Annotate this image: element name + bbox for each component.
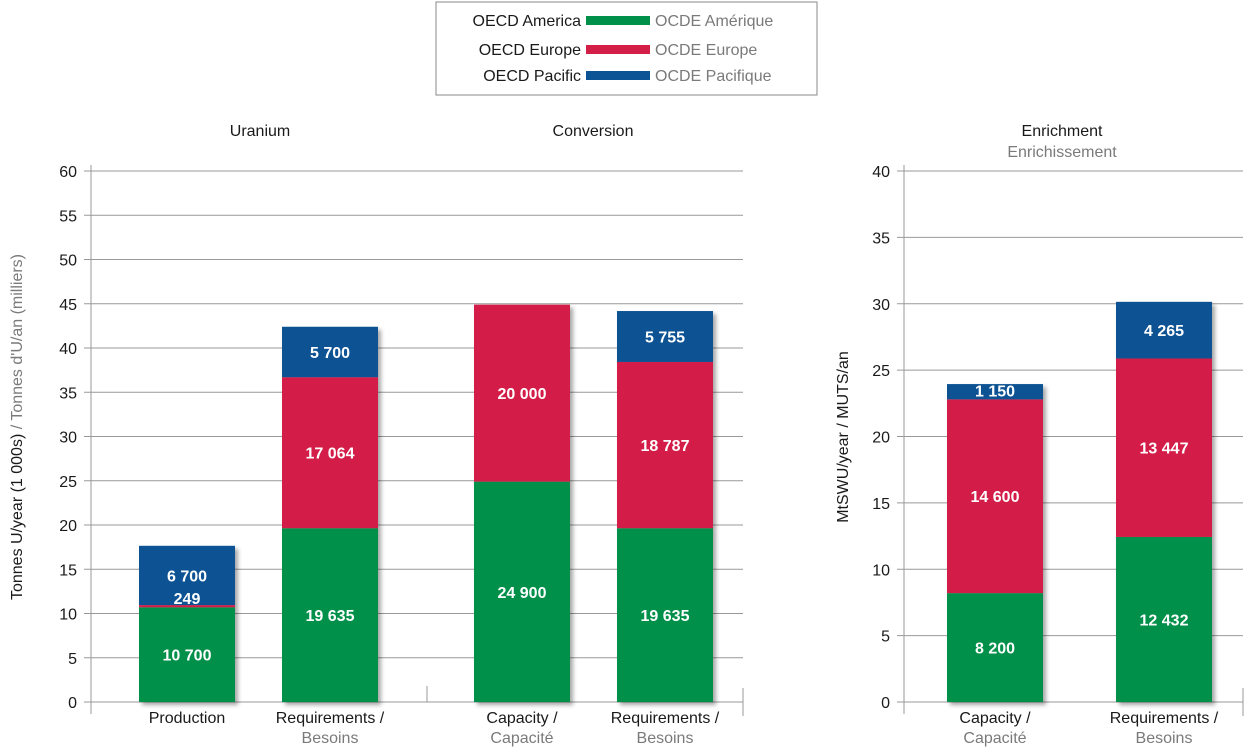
data-label: 10 700 <box>163 648 212 665</box>
group-title-uranium: Uranium <box>230 123 290 140</box>
legend-label-fr: OCDE Amérique <box>655 13 773 30</box>
bar-stack <box>1116 301 1212 702</box>
chart-title-enrichment: Enrichment <box>1022 123 1103 140</box>
x-tick-label: Requirements / <box>1110 710 1219 727</box>
y-tick-label: 35 <box>59 385 77 402</box>
y-tick-label: 15 <box>872 496 890 513</box>
x-tick-label-fr: Besoins <box>302 730 359 747</box>
bar-stack <box>617 311 713 702</box>
data-label: 5 700 <box>310 345 350 362</box>
data-label: 13 447 <box>1140 441 1189 458</box>
bar-segment-america <box>139 607 235 702</box>
y-tick-label: 0 <box>68 695 77 712</box>
y-tick-label: 40 <box>59 341 77 358</box>
bar-segment-america <box>1116 536 1212 702</box>
legend-swatch <box>586 71 650 80</box>
data-label: 5 755 <box>645 329 685 346</box>
bar-segment-pacific <box>617 311 713 362</box>
bar-segment-america <box>474 481 570 702</box>
bar-stack <box>139 545 235 702</box>
y-tick-label: 20 <box>872 430 890 447</box>
y-tick-label: 40 <box>872 164 890 181</box>
x-tick-label: Capacity / <box>959 710 1031 727</box>
legend-label-en: OECD America <box>473 13 582 30</box>
bar-segment-europe <box>139 605 235 608</box>
data-label: 12 432 <box>1140 612 1189 629</box>
bar-segment-pacific <box>282 326 378 378</box>
legend-label-en: OECD Pacific <box>483 68 581 85</box>
legend: OECD America OCDE Amérique OECD Europe O… <box>435 1 818 96</box>
data-label: 14 600 <box>971 489 1020 506</box>
bar-segment-europe <box>617 361 713 529</box>
bar-segment-pacific <box>947 384 1043 400</box>
x-tick-label-fr: Besoins <box>1136 730 1193 747</box>
x-tick-label-fr: Capacité <box>963 730 1026 747</box>
y-tick-label: 35 <box>872 230 890 247</box>
data-label: 4 265 <box>1144 323 1184 340</box>
x-tick-label: Production <box>149 710 226 727</box>
bar-stack <box>947 384 1043 702</box>
data-label: 19 635 <box>306 608 355 625</box>
y-tick-label: 50 <box>59 253 77 270</box>
bar-segment-america <box>282 528 378 702</box>
plot-enrichment: 0 5 10 15 20 25 30 35 40 8 200 14 600 1 150 Capacity… <box>872 164 1244 747</box>
x-tick-label: Requirements / <box>611 710 720 727</box>
y-tick-label: 30 <box>872 297 890 314</box>
y-tick-label: 5 <box>68 651 77 668</box>
data-label: 17 064 <box>306 446 355 463</box>
x-tick-label-fr: Capacité <box>490 730 553 747</box>
y-tick-label: 25 <box>872 363 890 380</box>
y-tick-label: 45 <box>59 297 77 314</box>
data-label: 249 <box>174 591 201 608</box>
legend-swatch <box>586 45 650 54</box>
legend-entry-pacific: OECD Pacific OCDE Pacifique <box>483 68 771 85</box>
y-axis-label-right: MtSWU/year / MUTS/an <box>835 351 852 523</box>
y-tick-label: 60 <box>59 164 77 181</box>
y-tick-label: 30 <box>59 430 77 447</box>
data-label: 1 150 <box>975 383 1015 400</box>
y-tick-label: 10 <box>59 607 77 624</box>
data-label: 19 635 <box>641 608 690 625</box>
y-tick-label: 15 <box>59 562 77 579</box>
legend-label-en: OECD Europe <box>479 42 581 59</box>
bar-segment-america <box>617 528 713 702</box>
y-tick-label: 55 <box>59 208 77 225</box>
bar-segment-pacific <box>139 545 235 606</box>
y-tick-label: 0 <box>881 695 890 712</box>
legend-swatch <box>586 16 650 25</box>
data-label: 24 900 <box>498 585 547 602</box>
plot-uranium-conversion: 0 5 10 15 20 25 30 35 40 45 50 55 60 10 700 249 6 700 Pr… <box>59 164 744 747</box>
y-axis-label-en: Tonnes U/year (1 000s) <box>9 434 26 600</box>
y-tick-label: 25 <box>59 474 77 491</box>
bar-segment-europe <box>1116 358 1212 537</box>
bar-segment-europe <box>947 399 1043 594</box>
bar-stack <box>474 304 570 702</box>
legend-label-fr: OCDE Pacifique <box>655 68 772 85</box>
group-title-conversion: Conversion <box>553 123 634 140</box>
legend-entry-europe: OECD Europe OCDE Europe <box>479 42 758 59</box>
bar-segment-america <box>947 593 1043 702</box>
legend-entry-america: OECD America OCDE Amérique <box>473 13 774 30</box>
data-label: 8 200 <box>975 641 1015 658</box>
data-label: 18 787 <box>641 438 690 455</box>
x-tick-label: Requirements / <box>276 710 385 727</box>
bar-stack <box>282 326 378 702</box>
y-tick-label: 20 <box>59 518 77 535</box>
y-tick-label: 10 <box>872 562 890 579</box>
data-label: 6 700 <box>167 568 207 585</box>
x-tick-label: Capacity / <box>486 710 558 727</box>
bar-segment-pacific <box>1116 301 1212 359</box>
bar-segment-europe <box>474 304 570 482</box>
y-axis-label-left: Tonnes U/year (1 000s) / Tonnes d'U/an (… <box>9 254 26 600</box>
x-tick-label-fr: Besoins <box>637 730 694 747</box>
chart-title-enrichment-fr: Enrichissement <box>1007 144 1117 161</box>
data-label: 20 000 <box>498 386 547 403</box>
y-tick-label: 5 <box>881 629 890 646</box>
y-axis-label-fr: / Tonnes d'U/an (milliers) <box>9 254 26 434</box>
bar-segment-europe <box>282 377 378 529</box>
legend-label-fr: OCDE Europe <box>655 42 757 59</box>
